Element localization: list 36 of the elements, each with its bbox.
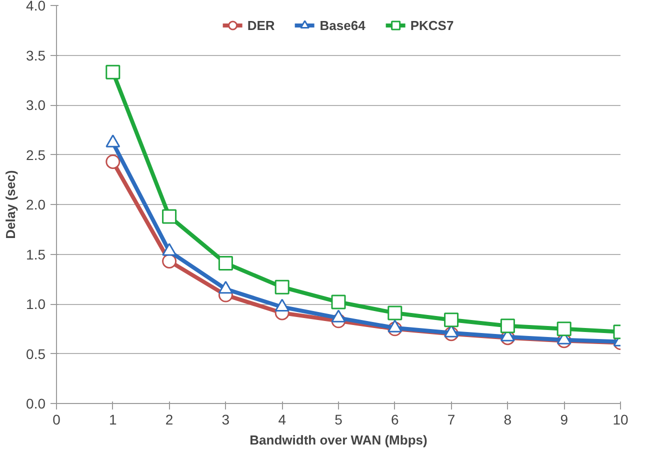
point — [331, 294, 346, 310]
y-tick-label: 1.5 — [26, 246, 46, 262]
point — [162, 254, 177, 268]
y-tick-label: 2.5 — [26, 146, 46, 163]
y-tick-label: 1.0 — [26, 296, 46, 312]
point — [274, 280, 290, 294]
x-tick-label: 5 — [334, 412, 343, 428]
x-tick-label: 1 — [109, 412, 118, 428]
x-tick-label: 2 — [165, 412, 174, 428]
x-tick-label: 10 — [612, 412, 628, 428]
x-tick-label: 6 — [391, 412, 400, 428]
x-axis-title: Bandwidth over WAN (Mbps) — [250, 432, 428, 448]
point — [556, 322, 572, 336]
point — [106, 64, 120, 80]
y-tick-label: 4.0 — [26, 0, 46, 14]
x-tick-label: 4 — [278, 412, 286, 428]
y-tick-label: 2.0 — [26, 196, 46, 212]
legend-label: DER — [247, 18, 275, 32]
x-tick-label: 9 — [560, 412, 568, 428]
y-tick-label: 0.5 — [26, 346, 46, 362]
point — [500, 318, 515, 334]
point — [218, 256, 233, 270]
x-tick-label: 7 — [447, 412, 456, 428]
point — [162, 209, 177, 224]
x-tick-label: 0 — [52, 412, 61, 428]
point — [388, 306, 402, 320]
y-tick-label: 0.0 — [26, 396, 46, 412]
point — [106, 154, 120, 169]
legend-label: PKCS7 — [410, 18, 454, 32]
legend-label: Base64 — [320, 18, 366, 32]
y-tick-label: 3.0 — [26, 97, 46, 113]
x-tick-label: 8 — [504, 412, 512, 428]
x-tick-label: 3 — [222, 412, 230, 428]
y-tick-label: 3.5 — [26, 47, 46, 64]
y-axis-title: Delay (sec) — [3, 170, 18, 239]
point — [444, 312, 459, 328]
